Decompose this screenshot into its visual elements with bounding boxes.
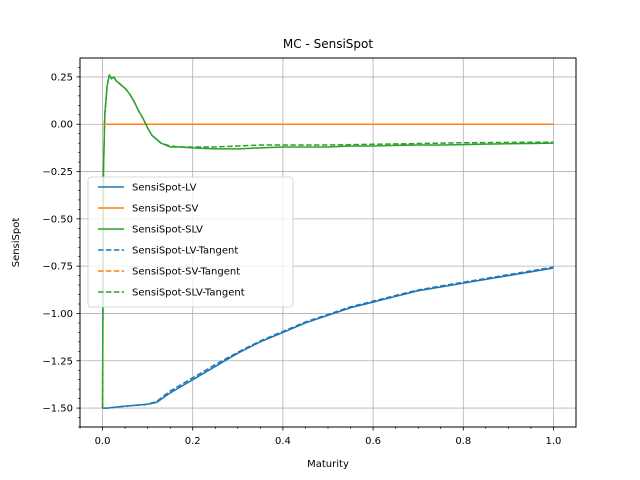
legend-label: SensiSpot-LV bbox=[132, 183, 197, 194]
y-tick-label: −1.25 bbox=[42, 356, 73, 367]
x-tick-label: 1.0 bbox=[546, 436, 562, 447]
y-tick-label: 0.00 bbox=[51, 120, 73, 131]
y-tick-label: 0.25 bbox=[51, 72, 73, 83]
series-line-sensispot-slv-tangent bbox=[101, 74, 554, 409]
x-tick-label: 0.4 bbox=[275, 436, 291, 447]
x-tick-label: 0.0 bbox=[95, 436, 111, 447]
y-tick-label: −0.25 bbox=[42, 167, 73, 178]
series-lines bbox=[101, 74, 554, 409]
legend-label: SensiSpot-SV-Tangent bbox=[132, 267, 240, 278]
y-tick-label: −0.50 bbox=[42, 214, 73, 225]
series-line-sensispot-lv-tangent bbox=[102, 266, 554, 409]
axis-ticks: 0.0 0.2 0.4 0.6 0.8 1.0 0.25 0.00 −0.25 −0.50 −0.7… bbox=[42, 67, 561, 447]
legend: SensiSpot-LV SensiSpot-SV SensiSpot-SLV Sen… bbox=[87, 176, 294, 308]
legend-label: SensiSpot-SLV bbox=[132, 225, 203, 236]
legend-label: SensiSpot-LV-Tangent bbox=[132, 246, 238, 257]
legend-box bbox=[87, 176, 294, 308]
y-axis-label: SensiSpot bbox=[11, 218, 22, 268]
y-tick-label: −0.75 bbox=[42, 262, 73, 273]
y-tick-label: −1.50 bbox=[42, 404, 73, 415]
legend-label: SensiSpot-SV bbox=[132, 204, 199, 215]
chart-title: MC - SensiSpot bbox=[283, 37, 373, 51]
x-tick-label: 0.6 bbox=[365, 436, 381, 447]
x-axis-label: Maturity bbox=[307, 459, 349, 470]
x-tick-label: 0.8 bbox=[455, 436, 471, 447]
x-tick-label: 0.2 bbox=[185, 436, 201, 447]
legend-label: SensiSpot-SLV-Tangent bbox=[132, 288, 245, 299]
y-tick-label: −1.00 bbox=[42, 309, 73, 320]
